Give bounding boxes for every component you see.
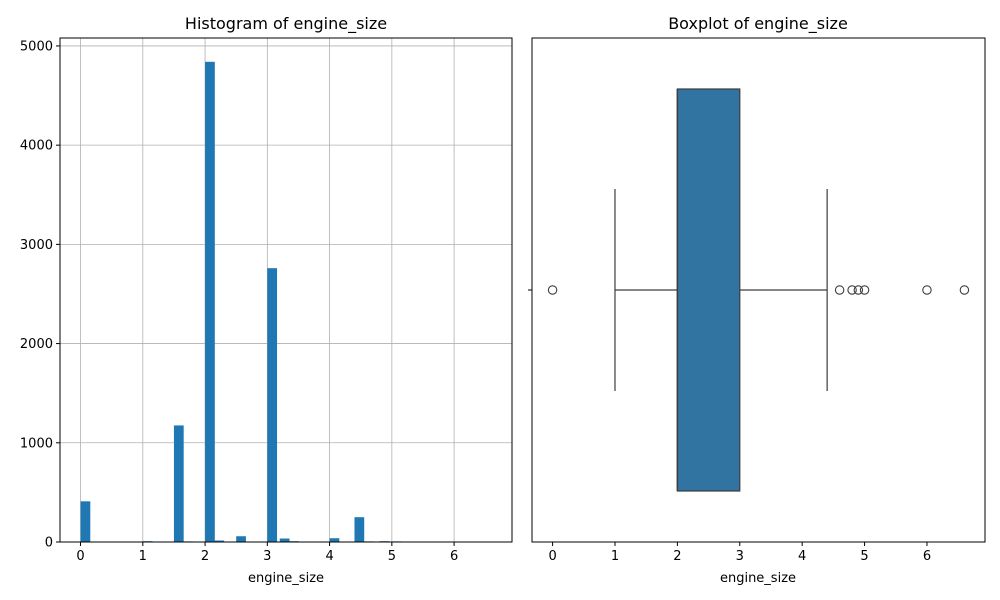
histogram-x-tick-label: 0 [76, 549, 84, 564]
histogram-x-tick-label: 1 [139, 549, 147, 564]
histogram-bar [329, 538, 340, 542]
histogram-bar [205, 61, 215, 542]
histogram-bar [80, 501, 91, 542]
boxplot-panel: Boxplot of engine_size 0 1 2 3 4 5 6 engine_si… [528, 14, 986, 586]
histogram-x-tick-label: 3 [263, 549, 271, 564]
histogram-x-tick-label: 5 [388, 549, 396, 564]
histogram-x-axis-label: engine_size [248, 571, 324, 586]
boxplot-body [547, 88, 970, 492]
boxplot-outlier-point [959, 285, 970, 295]
boxplot-outlier-point [847, 285, 857, 295]
histogram-y-tick-label: 5000 [20, 39, 53, 54]
boxplot-outlier-point [834, 285, 845, 295]
histogram-y-tick-label: 2000 [20, 337, 53, 352]
histogram-x-ticks: 0 1 2 3 4 5 6 [76, 542, 458, 564]
histogram-x-tick-label: 2 [201, 549, 209, 564]
histogram-bar [236, 536, 246, 542]
histogram-bar [173, 425, 184, 542]
boxplot-x-ticks: 0 1 2 3 4 5 6 [548, 542, 931, 564]
boxplot-x-tick-label: 1 [611, 549, 619, 564]
boxplot-outlier-point [853, 285, 864, 295]
histogram-y-tick-label: 0 [45, 536, 53, 551]
boxplot-outlier-point [547, 285, 558, 295]
boxplot-box [676, 88, 741, 492]
histogram-panel: Histogram of engine_size 0 1 2 3 4 5 6 0 1000 20… [20, 14, 513, 586]
boxplot-title: Boxplot of engine_size [668, 14, 848, 34]
boxplot-outlier-point [922, 285, 932, 295]
boxplot-x-tick-label: 3 [736, 549, 744, 564]
histogram-x-tick-label: 4 [325, 549, 333, 564]
boxplot-x-tick-label: 4 [798, 549, 806, 564]
histogram-x-tick-label: 6 [450, 549, 458, 564]
histogram-bar [279, 538, 290, 542]
histogram-bar [267, 268, 278, 542]
histogram-y-ticks: 0 1000 2000 3000 4000 5000 [20, 39, 60, 551]
histogram-axes-frame [59, 37, 513, 543]
boxplot-x-tick-label: 5 [860, 549, 868, 564]
histogram-bar [354, 517, 365, 542]
histogram-y-tick-label: 4000 [20, 139, 53, 154]
histogram-bar [214, 540, 225, 542]
boxplot-x-tick-label: 0 [548, 549, 556, 564]
boxplot-outlier-point [859, 285, 870, 295]
histogram-y-tick-label: 1000 [20, 436, 53, 451]
histogram-y-tick-label: 3000 [20, 238, 53, 253]
boxplot-x-tick-label: 6 [923, 549, 931, 564]
histogram-title: Histogram of engine_size [185, 14, 387, 34]
boxplot-x-tick-label: 2 [673, 549, 681, 564]
histogram-grid [60, 38, 512, 543]
boxplot-x-axis-label: engine_size [720, 571, 796, 586]
